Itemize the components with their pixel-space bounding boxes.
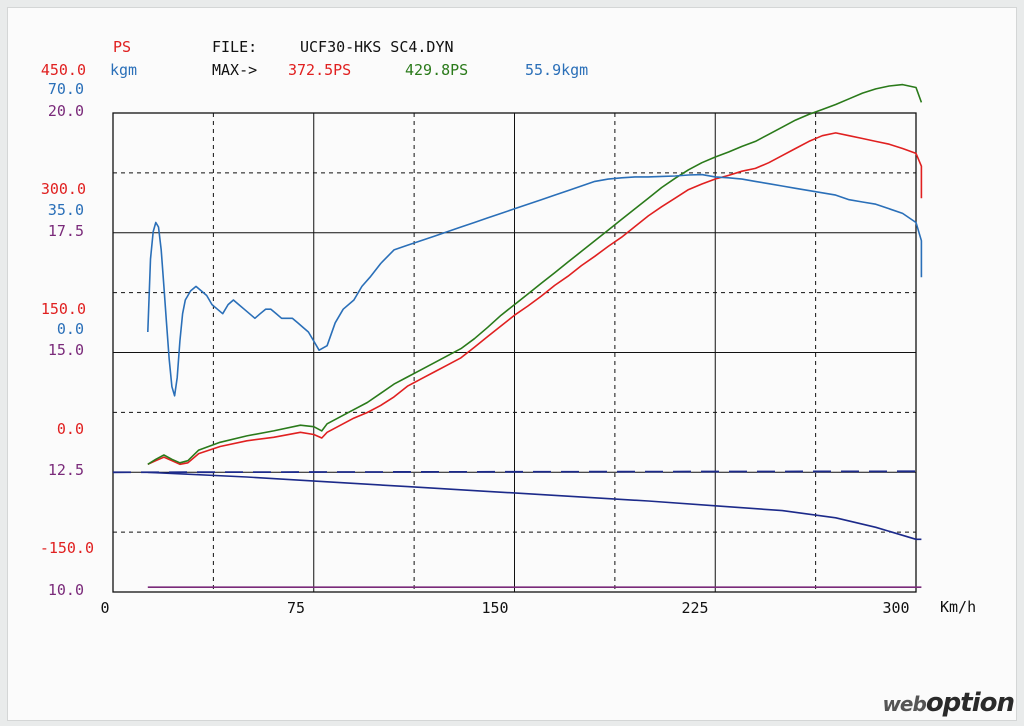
ps-unit-label: PS bbox=[113, 38, 131, 56]
max-label: MAX-> bbox=[212, 61, 257, 79]
x-tick-label: 75 bbox=[287, 599, 305, 617]
web-option-logo: weboption bbox=[882, 688, 1015, 718]
kgm-unit-label: kgm bbox=[110, 61, 137, 79]
kgm-tick-label: 70.0 bbox=[48, 80, 84, 98]
max-ps-value: 372.5PS bbox=[288, 61, 351, 79]
ps-tick-label: -150.0 bbox=[40, 539, 94, 557]
series-line-1 bbox=[147, 83, 923, 465]
series-line-3 bbox=[147, 471, 922, 541]
chart-grid bbox=[113, 113, 916, 592]
ps-tick-label: 300.0 bbox=[41, 180, 86, 198]
file-name: UCF30-HKS SC4.DYN bbox=[300, 38, 454, 56]
ps-tick-label: 150.0 bbox=[41, 300, 86, 318]
series-line-4 bbox=[112, 470, 922, 474]
purple-tick-label: 17.5 bbox=[48, 222, 84, 240]
x-tick-label: 150 bbox=[481, 599, 508, 617]
purple-tick-label: 12.5 bbox=[48, 461, 84, 479]
x-tick-label: 225 bbox=[681, 599, 708, 617]
purple-tick-label: 20.0 bbox=[48, 102, 84, 120]
file-label: FILE: bbox=[212, 38, 257, 56]
chart-series bbox=[112, 83, 923, 588]
kgm-tick-label: 35.0 bbox=[48, 201, 84, 219]
series-line-2 bbox=[147, 173, 923, 397]
x-axis-unit: Km/h bbox=[940, 598, 976, 616]
x-tick-label: 300 bbox=[882, 599, 909, 617]
purple-tick-label: 15.0 bbox=[48, 341, 84, 359]
ps-tick-label: 0.0 bbox=[57, 420, 84, 438]
purple-tick-label: 10.0 bbox=[48, 581, 84, 599]
dyno-sheet bbox=[8, 8, 1016, 720]
series-line-0 bbox=[147, 132, 923, 466]
max-ps2-value: 429.8PS bbox=[405, 61, 468, 79]
ps-tick-label: 450.0 bbox=[41, 61, 86, 79]
max-kgm-value: 55.9kgm bbox=[525, 61, 588, 79]
kgm-tick-label: 0.0 bbox=[57, 320, 84, 338]
x-tick-label: 0 bbox=[100, 599, 109, 617]
